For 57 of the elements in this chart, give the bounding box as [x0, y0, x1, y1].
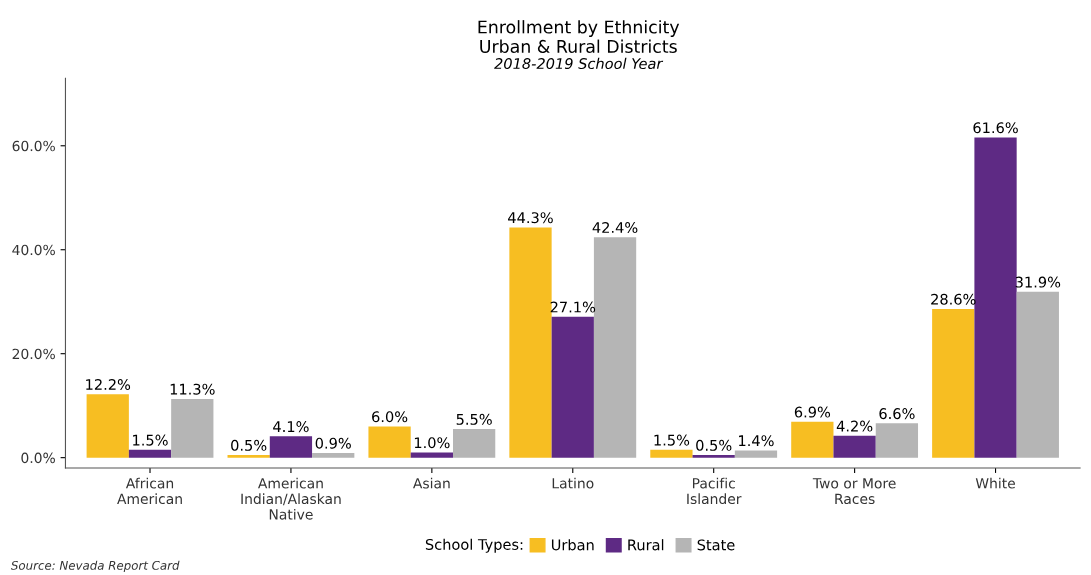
- data-label: 61.6%: [973, 122, 1018, 134]
- data-label: 6.9%: [794, 406, 831, 418]
- bar: [833, 435, 876, 458]
- bar: [410, 452, 453, 458]
- data-label: 4.1%: [273, 421, 309, 433]
- x-tick-label: White: [975, 477, 1015, 489]
- x-tick-label: Pacific Islander: [687, 477, 742, 505]
- data-label: 6.0%: [372, 411, 408, 423]
- bar: [650, 449, 693, 458]
- legend-label: Urban: [551, 539, 594, 551]
- data-label: 0.5%: [231, 439, 267, 451]
- y-tick-label: 20.0%: [12, 348, 55, 360]
- y-tick-label: 40.0%: [12, 244, 55, 256]
- bar: [593, 237, 637, 458]
- legend-label: State: [697, 539, 735, 551]
- data-label: 4.2%: [836, 420, 873, 432]
- chart-title: Enrollment by Ethnicity Urban & Rural Districts: [478, 20, 680, 53]
- x-tick-label: African American: [117, 477, 182, 505]
- bar: [171, 398, 214, 458]
- bar: [269, 436, 313, 458]
- y-tick-label: 0.0%: [21, 452, 55, 464]
- bar: [312, 452, 355, 458]
- bar: [368, 426, 411, 458]
- data-label: 44.3%: [508, 212, 553, 224]
- data-label: 1.5%: [133, 434, 168, 446]
- chart-subtitle: 2018-2019 School Year: [494, 57, 664, 70]
- x-tick-label: Two or More Races: [812, 478, 896, 505]
- data-label: 11.3%: [170, 383, 215, 395]
- bar: [932, 308, 975, 458]
- x-tick-label: American Indian/Alaskan Native: [241, 477, 341, 520]
- bar: [509, 227, 552, 458]
- bar: [734, 450, 778, 458]
- bar: [128, 449, 172, 458]
- data-label: 5.5%: [456, 413, 492, 425]
- bar: [551, 316, 594, 458]
- bar: [452, 429, 496, 458]
- bar: [86, 394, 129, 458]
- data-label: 0.5%: [696, 439, 732, 451]
- bar: [692, 455, 735, 458]
- x-tick-label: Asian: [413, 477, 450, 489]
- data-label: 0.9%: [315, 437, 351, 449]
- data-label: 12.2%: [86, 378, 131, 391]
- source-note: Source: Nevada Report Card: [10, 560, 180, 573]
- y-tick-label: 60.0%: [12, 140, 55, 152]
- data-label: 6.6%: [879, 408, 915, 420]
- bar: [974, 137, 1017, 458]
- legend-label: Rural: [628, 539, 664, 551]
- legend-title: School Types:: [425, 538, 523, 553]
- data-label: 1.0%: [414, 437, 450, 449]
- x-tick-label: Latino: [552, 477, 594, 489]
- bar: [791, 421, 834, 458]
- bar: [875, 423, 919, 458]
- bar: [1016, 291, 1059, 458]
- data-label: 1.4%: [739, 435, 774, 447]
- data-label: 42.4%: [592, 222, 638, 234]
- data-label: 1.5%: [654, 434, 690, 446]
- bar: [227, 455, 270, 458]
